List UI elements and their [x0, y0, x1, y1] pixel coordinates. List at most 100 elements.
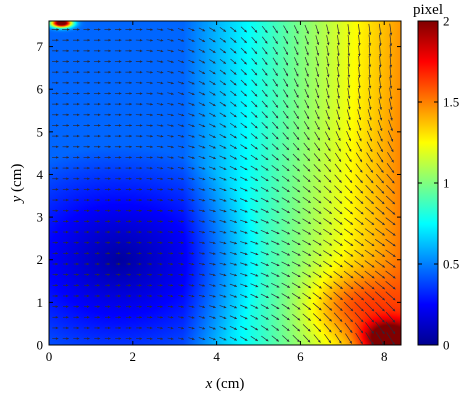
quiver-arrow — [326, 35, 330, 46]
quiver-arrow — [271, 229, 280, 235]
quiver-arrow — [282, 121, 289, 130]
quiver-arrow — [93, 60, 101, 63]
quiver-arrow — [229, 219, 238, 224]
quiver-arrow — [323, 260, 333, 268]
quiver-arrow — [94, 252, 100, 255]
quiver-arrow — [157, 337, 164, 340]
quiver-arrow — [271, 240, 280, 245]
quiver-arrow — [63, 241, 69, 245]
y-axis-label: y (cm) — [9, 164, 25, 205]
quiver-arrow — [157, 177, 164, 181]
quiver-arrow — [240, 155, 248, 160]
quiver-arrow — [209, 37, 216, 43]
quiver-arrow — [83, 60, 90, 63]
quiver-arrow — [198, 134, 206, 138]
quiver-arrow — [292, 313, 301, 321]
quiver-arrow — [229, 315, 238, 320]
quiver-arrow — [104, 38, 111, 42]
quiver-arrow — [136, 283, 142, 287]
y-tick-label: 1 — [37, 295, 44, 310]
quiver-arrow — [135, 113, 143, 117]
quiver-arrow — [167, 305, 174, 308]
quiver-arrow — [356, 130, 362, 142]
quiver-arrow — [125, 49, 132, 53]
quiver-arrow — [302, 196, 311, 204]
quiver-arrow — [303, 153, 311, 162]
quiver-arrow — [336, 109, 341, 120]
quiver-arrow — [386, 184, 395, 194]
quiver-arrow — [389, 55, 393, 68]
quiver-arrow — [62, 198, 69, 202]
quiver-arrow — [147, 230, 153, 234]
quiver-arrow — [126, 294, 132, 298]
quiver-arrow — [156, 166, 164, 170]
quiver-arrow — [334, 174, 342, 183]
quiver-arrow — [94, 198, 100, 202]
quiver-arrow — [230, 101, 237, 107]
quiver-arrow — [271, 165, 280, 172]
quiver-arrow — [84, 273, 90, 276]
quiver-arrow — [260, 304, 269, 310]
quiver-arrow — [282, 143, 290, 151]
quiver-arrow — [73, 262, 79, 266]
quiver-arrow — [355, 174, 363, 184]
quiver-arrow — [304, 67, 309, 77]
quiver-arrow — [156, 71, 164, 74]
quiver-arrow — [73, 92, 80, 95]
quiver-arrow — [188, 81, 195, 85]
quiver-arrow — [208, 144, 216, 149]
quiver-arrow — [260, 230, 269, 235]
quiver-arrow — [178, 273, 184, 276]
quiver-arrow — [315, 24, 320, 35]
quiver-arrow — [250, 325, 259, 331]
quiver-arrow — [188, 70, 195, 74]
quiver-arrow — [219, 230, 227, 234]
quiver-arrow — [104, 134, 111, 138]
quiver-arrow — [115, 177, 122, 181]
quiver-arrow — [315, 56, 320, 67]
quiver-arrow — [177, 60, 185, 64]
quiver-arrow — [52, 252, 58, 255]
quiver-arrow — [146, 102, 153, 106]
quiver-arrow — [83, 326, 90, 330]
quiver-arrow — [167, 103, 174, 106]
quiver-arrow — [52, 209, 59, 213]
quiver-arrow — [313, 196, 322, 204]
quiver-arrow — [188, 145, 195, 149]
quiver-arrow — [178, 209, 184, 213]
y-tick-label: 6 — [37, 82, 44, 97]
quiver-arrow — [304, 88, 309, 99]
quiver-arrow — [125, 92, 132, 95]
quiver-arrow — [230, 112, 237, 118]
quiver-arrow — [281, 251, 291, 256]
quiver-arrow — [94, 188, 101, 191]
quiver-arrow — [314, 110, 320, 120]
quiver-arrow — [62, 337, 69, 340]
quiver-arrow — [375, 332, 385, 345]
quiver-arrow — [334, 163, 342, 173]
quiver-arrow — [333, 281, 343, 290]
quiver-arrow — [356, 120, 362, 131]
quiver-arrow — [84, 262, 90, 266]
quiver-arrow — [93, 49, 101, 53]
quiver-arrow — [125, 156, 132, 159]
quiver-arrow — [354, 270, 365, 279]
quiver-arrow — [345, 152, 352, 163]
quiver-arrow — [291, 207, 301, 214]
quiver-arrow — [230, 69, 237, 75]
quiver-arrow — [167, 81, 174, 85]
quiver-arrow — [365, 322, 375, 334]
quiver-arrow — [73, 337, 80, 340]
quiver-arrow — [209, 48, 216, 54]
quiver-arrow — [375, 321, 385, 335]
quiver-arrow — [260, 219, 269, 224]
quiver-arrow — [315, 77, 320, 88]
quiver-arrow — [62, 209, 69, 213]
quiver-arrow — [229, 122, 237, 128]
quiver-arrow — [240, 79, 247, 86]
quiver-arrow — [281, 175, 290, 182]
quiver-arrow — [125, 166, 132, 170]
quiver-arrow — [240, 230, 248, 234]
quiver-arrow — [125, 134, 132, 138]
quiver-arrow — [358, 66, 361, 78]
